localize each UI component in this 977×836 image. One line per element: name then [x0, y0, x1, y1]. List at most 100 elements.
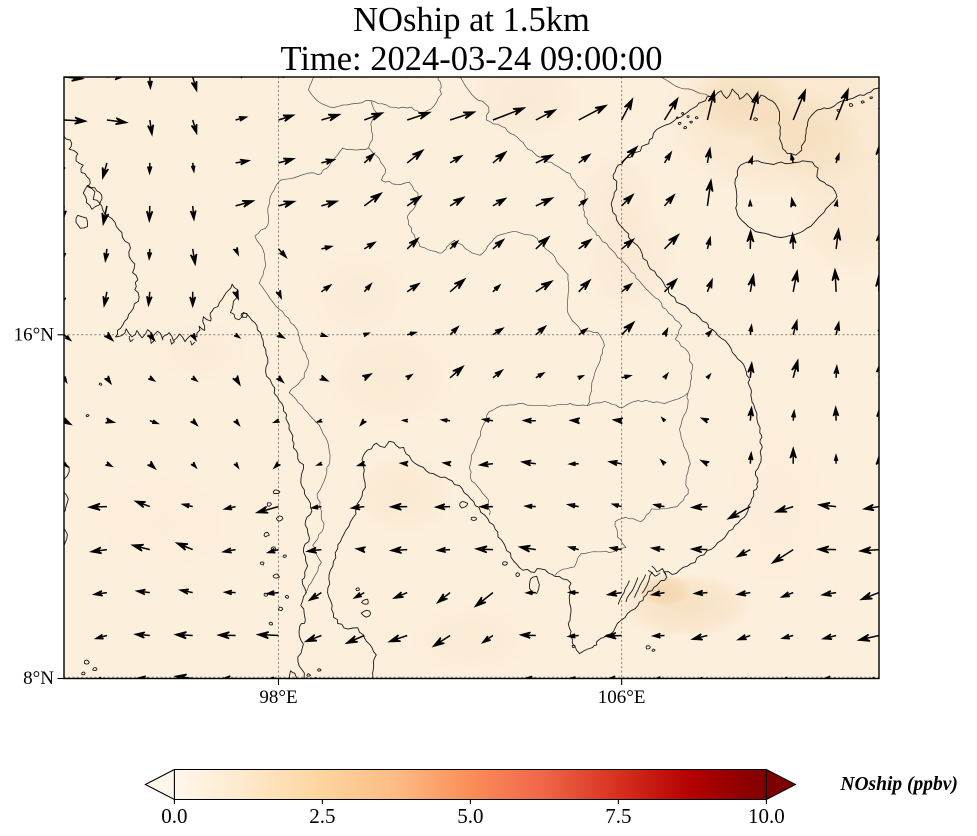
- wind-arrow: [578, 104, 609, 121]
- wind-arrow: [101, 205, 110, 227]
- wind-arrow: [611, 417, 624, 425]
- wind-arrow: [64, 505, 65, 507]
- coastline: [675, 116, 679, 119]
- coastline: [849, 103, 854, 108]
- wind-arrow: [431, 634, 451, 648]
- wind-arrow: [406, 236, 420, 250]
- wind-arrow: [449, 196, 466, 207]
- wind-arrow: [189, 248, 198, 267]
- coastline: [284, 594, 290, 599]
- colorbar-tick-label: 2.5: [309, 804, 335, 828]
- colorbar-tick-label: 10.0: [748, 804, 785, 828]
- wind-arrow: [535, 154, 555, 164]
- wind-arrow: [603, 631, 622, 640]
- wind-arrow: [387, 634, 408, 643]
- wind-arrow: [833, 364, 840, 378]
- wind-arrow: [535, 324, 548, 336]
- wind-arrow: [449, 364, 465, 379]
- coastline: [272, 489, 281, 494]
- colorbar-tick-label: 7.5: [605, 804, 631, 828]
- wind-arrow: [89, 546, 108, 555]
- wind-arrow: [477, 461, 493, 468]
- wind-arrow: [363, 152, 376, 164]
- wind-arrow: [235, 199, 256, 208]
- wind-arrow: [750, 77, 752, 78]
- wind-arrow: [449, 277, 467, 293]
- wind-arrow: [405, 373, 414, 381]
- wind-arrow: [747, 154, 754, 165]
- wind-arrow: [319, 374, 330, 382]
- wind-arrow: [363, 241, 377, 250]
- wind-arrow: [659, 458, 667, 466]
- wind-arrow: [779, 591, 794, 598]
- coastline: [645, 645, 651, 650]
- wind-arrow: [833, 227, 842, 249]
- wind-arrow: [791, 408, 797, 421]
- wind-arrow: [815, 545, 837, 554]
- wind-arrow: [145, 205, 154, 224]
- map-area: [64, 77, 879, 679]
- wind-arrow: [190, 119, 198, 136]
- wind-arrow: [699, 417, 710, 424]
- wind-arrow: [277, 248, 288, 259]
- wind-arrow: [726, 505, 751, 520]
- coastline: [83, 659, 90, 665]
- coastline: [361, 598, 369, 605]
- wind-arrow: [791, 358, 799, 378]
- concentration-blob: [155, 321, 248, 383]
- coastline: [753, 117, 759, 121]
- wind-arrow: [449, 239, 460, 250]
- wind-arrow: [652, 503, 665, 509]
- wind-arrow: [663, 277, 679, 293]
- wind-arrow: [449, 154, 464, 164]
- wind-arrow: [104, 375, 113, 386]
- wind-arrow: [705, 372, 712, 380]
- wind-arrow: [149, 419, 161, 425]
- wind-arrow: [86, 502, 107, 511]
- wind-arrow: [216, 631, 236, 640]
- wind-arrow: [793, 77, 794, 78]
- wind-arrow: [450, 77, 452, 78]
- wind-arrow: [689, 545, 708, 554]
- coastline: [128, 336, 134, 343]
- wind-arrow: [352, 591, 365, 599]
- wind-arrow: [254, 505, 279, 514]
- coastline: [528, 575, 540, 594]
- axes-frame: [63, 76, 880, 680]
- coastline: [75, 214, 89, 229]
- wind-arrow: [535, 280, 554, 293]
- wind-arrow: [265, 547, 279, 554]
- wind-arrow: [621, 193, 635, 207]
- wind-arrow: [148, 375, 157, 382]
- wind-arrow: [692, 589, 708, 597]
- coastline: [634, 574, 647, 598]
- wind-arrow: [875, 144, 879, 163]
- wind-arrow: [832, 405, 840, 421]
- coastline: [64, 491, 69, 513]
- wind-arrow: [820, 633, 837, 640]
- wind-arrow: [492, 197, 508, 207]
- wind-arrow: [833, 198, 839, 208]
- wind-arrow: [650, 632, 665, 639]
- wind-arrow: [146, 332, 156, 343]
- wind-arrow: [344, 634, 365, 645]
- wind-arrow: [363, 332, 371, 338]
- wind-arrow: [406, 111, 432, 121]
- wind-arrow: [492, 77, 495, 78]
- wind-arrow: [178, 588, 193, 595]
- coastline: [515, 572, 521, 577]
- wind-arrow: [232, 375, 241, 387]
- wind-arrow: [64, 548, 65, 550]
- wind-arrow: [660, 416, 666, 423]
- wind-arrow: [189, 291, 197, 309]
- wind-arrow: [278, 157, 297, 166]
- country-border: [368, 100, 378, 149]
- wind-arrow: [705, 178, 714, 207]
- wind-arrow: [232, 247, 240, 257]
- country-border: [459, 77, 693, 393]
- wind-arrow: [146, 248, 153, 261]
- coastline: [275, 515, 284, 522]
- wind-arrow: [278, 200, 297, 209]
- wind-arrow: [524, 590, 536, 596]
